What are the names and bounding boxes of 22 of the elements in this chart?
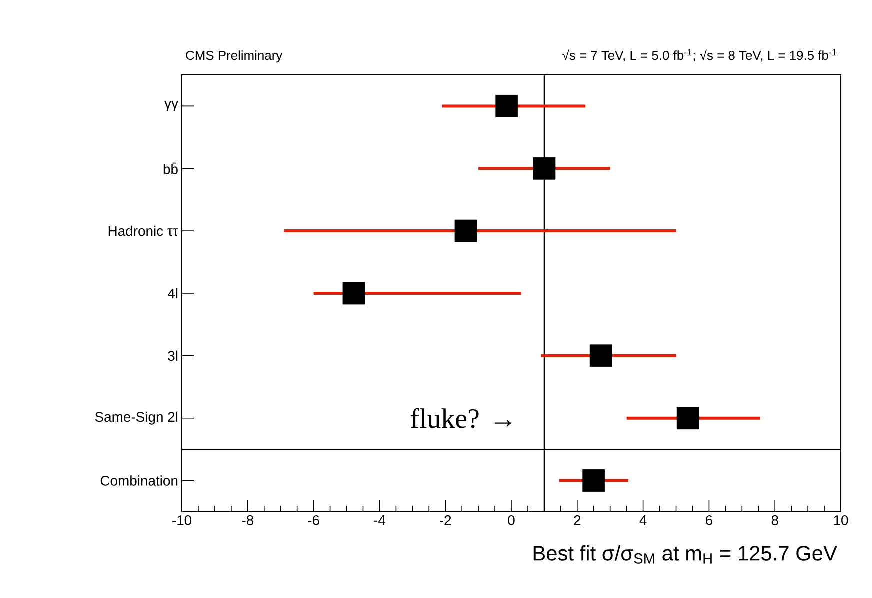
y-tick-label: Same-Sign 2l <box>95 412 178 425</box>
y-tick-label: γγ <box>164 101 178 112</box>
x-tick-label: -8 <box>242 515 254 526</box>
x-tick-label: 8 <box>772 515 778 526</box>
y-tick-label: bb̄ <box>164 162 178 174</box>
y-tick-label: Combination <box>100 476 178 486</box>
y-tick-label: Hadronic ττ <box>108 226 178 236</box>
chart-title: CMS Preliminary <box>186 50 283 63</box>
y-tick-label: 4l <box>168 288 178 299</box>
x-tick-label: -2 <box>440 515 452 526</box>
y-tick-label: 3l <box>168 350 178 362</box>
x-axis-title: Best fit σ/σ$_{SM}$ at m$_{H}$ = 125.7 GeV <box>534 546 838 564</box>
x-tick-label: -10 <box>172 515 192 526</box>
x-tick-label: 2 <box>574 515 581 526</box>
annotation: fluke? → <box>411 408 512 428</box>
x-tick-label: 4 <box>640 516 647 526</box>
x-tick-label: -4 <box>374 516 386 526</box>
x-tick-label: 0 <box>508 515 515 526</box>
x-tick-label: 6 <box>706 515 712 526</box>
chart-subtitle: √s = 7 TeV, L = 5.0 fb$^{-1}$; √s = 8 TeV, L = 19.5 fb$^{-1}$ <box>562 49 837 62</box>
x-tick-label: -6 <box>308 515 320 526</box>
x-tick-label: 10 <box>834 515 848 526</box>
